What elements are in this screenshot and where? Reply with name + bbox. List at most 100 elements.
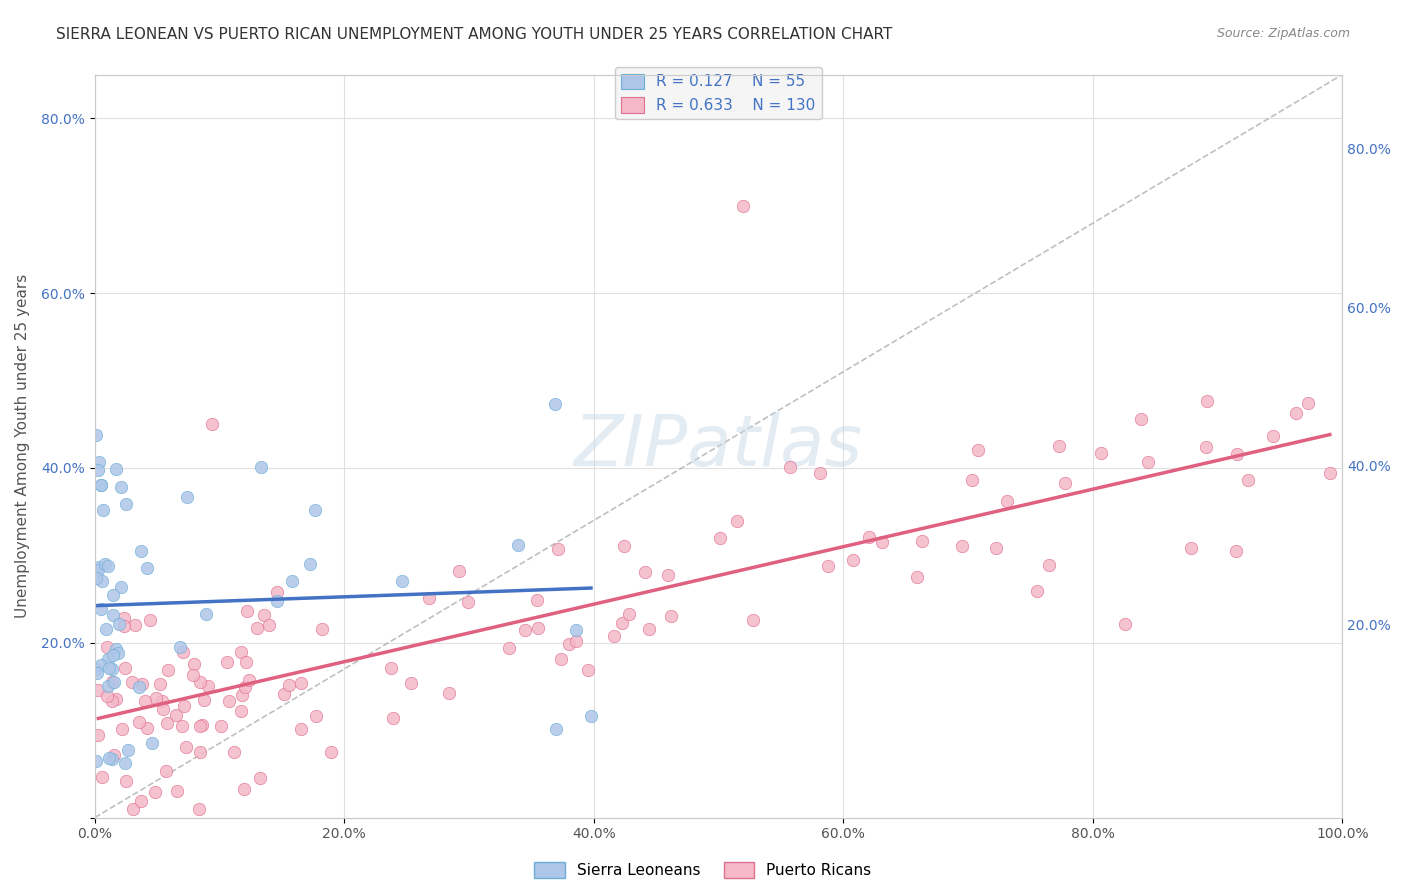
Point xyxy=(1090,445,1112,459)
Point xyxy=(170,718,193,732)
Point xyxy=(174,739,197,754)
Point xyxy=(136,561,159,575)
Point xyxy=(872,534,894,549)
Point xyxy=(150,694,173,708)
Point xyxy=(86,571,108,585)
Point xyxy=(299,558,322,572)
Point xyxy=(617,607,640,622)
Point xyxy=(122,802,145,816)
Point xyxy=(498,640,520,655)
Point xyxy=(290,722,312,736)
Point xyxy=(197,679,219,693)
Point xyxy=(139,613,162,627)
Point xyxy=(188,746,211,760)
Point xyxy=(90,657,112,672)
Point xyxy=(97,652,120,666)
Point xyxy=(1180,541,1202,556)
Point xyxy=(101,588,124,602)
Point xyxy=(117,743,139,757)
Point xyxy=(201,417,224,432)
Point xyxy=(391,574,413,589)
Point xyxy=(169,640,191,654)
Point xyxy=(437,686,460,700)
Point xyxy=(176,490,198,504)
Point xyxy=(950,539,973,553)
Point xyxy=(304,503,326,517)
Point xyxy=(90,770,112,784)
Point xyxy=(114,618,136,632)
Point xyxy=(86,754,108,768)
Point xyxy=(1226,447,1249,461)
Point xyxy=(165,708,187,723)
Point xyxy=(103,608,125,623)
Point xyxy=(266,585,288,599)
Point xyxy=(1137,455,1160,469)
Point xyxy=(89,560,111,574)
Point xyxy=(131,677,153,691)
Point xyxy=(1114,616,1136,631)
Point xyxy=(733,199,755,213)
Point xyxy=(209,718,232,732)
Point xyxy=(193,693,215,707)
Point xyxy=(87,563,110,577)
Point xyxy=(111,723,134,737)
Point xyxy=(84,661,107,675)
Point xyxy=(564,634,586,648)
Point xyxy=(100,675,122,690)
Point xyxy=(232,782,254,797)
Point xyxy=(638,622,661,636)
Point xyxy=(87,682,110,697)
Point xyxy=(610,615,633,630)
Point xyxy=(131,543,153,558)
Point xyxy=(257,618,280,632)
Point xyxy=(613,539,636,553)
Point xyxy=(741,614,763,628)
Point xyxy=(1026,584,1049,599)
Text: Source: ZipAtlas.com: Source: ZipAtlas.com xyxy=(1216,27,1350,40)
Point xyxy=(418,591,440,605)
Point xyxy=(90,602,112,616)
Point xyxy=(399,676,422,690)
Point xyxy=(905,570,928,584)
Point xyxy=(166,783,188,797)
Point xyxy=(90,574,112,588)
Text: SIERRA LEONEAN VS PUERTO RICAN UNEMPLOYMENT AMONG YOUTH UNDER 25 YEARS CORRELATI: SIERRA LEONEAN VS PUERTO RICAN UNEMPLOYM… xyxy=(56,27,893,42)
Point xyxy=(84,428,107,442)
Point xyxy=(249,772,271,786)
Point xyxy=(156,715,179,730)
Point xyxy=(238,673,260,688)
Point xyxy=(634,565,657,579)
Point xyxy=(457,594,479,608)
Point xyxy=(152,701,174,715)
Point xyxy=(1285,406,1308,420)
Text: ZIPatlas: ZIPatlas xyxy=(574,411,863,481)
Point xyxy=(141,736,163,750)
Point xyxy=(110,479,132,493)
Point xyxy=(114,756,136,771)
Point xyxy=(858,530,880,544)
Point xyxy=(579,709,602,723)
Point xyxy=(187,802,209,816)
Point xyxy=(1261,429,1284,443)
Point xyxy=(526,621,548,635)
Point xyxy=(602,629,624,643)
Point xyxy=(93,502,115,516)
Point xyxy=(149,677,172,691)
Point xyxy=(842,553,865,567)
Point xyxy=(995,493,1018,508)
Point xyxy=(143,785,166,799)
Point xyxy=(709,531,731,545)
Point xyxy=(250,460,273,475)
Point xyxy=(101,662,124,676)
Point xyxy=(252,608,274,623)
Point xyxy=(1130,412,1153,426)
Point xyxy=(576,663,599,677)
Point xyxy=(231,645,253,659)
Point xyxy=(107,646,129,660)
Point xyxy=(305,709,328,723)
Point xyxy=(112,611,135,625)
Point xyxy=(564,624,586,638)
Point xyxy=(173,698,195,713)
Point xyxy=(215,655,238,669)
Point xyxy=(115,497,138,511)
